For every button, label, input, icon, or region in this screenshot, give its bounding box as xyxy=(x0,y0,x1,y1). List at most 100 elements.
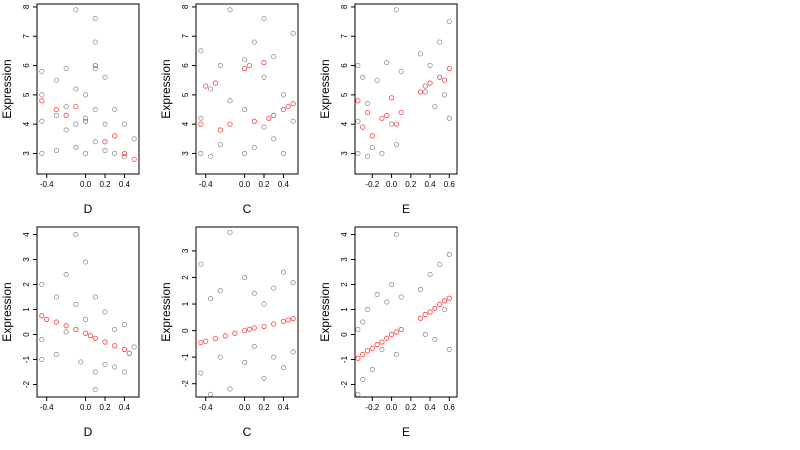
black-data-point xyxy=(83,316,89,322)
y-tick-label: -2 xyxy=(340,380,349,388)
red-data-point xyxy=(437,301,443,308)
y-tick-label: 4 xyxy=(22,232,31,237)
black-data-point xyxy=(121,153,127,159)
black-data-point xyxy=(208,153,214,159)
black-data-point xyxy=(242,359,248,365)
x-tick-label: 0.2 xyxy=(258,180,270,189)
black-data-point xyxy=(242,150,248,156)
black-data-point xyxy=(121,369,127,375)
y-tick-label: -1 xyxy=(340,355,349,363)
y-tick-label: 4 xyxy=(181,121,190,126)
x-tick-label: 0.2 xyxy=(405,403,417,412)
black-data-point xyxy=(63,127,69,133)
y-tick-label: 5 xyxy=(340,92,349,97)
x-tick-label: 0.4 xyxy=(424,403,436,412)
black-data-point xyxy=(280,269,286,275)
red-data-point xyxy=(360,351,366,358)
red-data-point xyxy=(121,150,128,157)
black-data-point xyxy=(242,274,248,280)
x-tick-label: 0.0 xyxy=(80,180,92,189)
scatter-panel-2: -0.4 0.0 0.2 0.4 3 4 5 6 7 8 C Expression xyxy=(159,3,299,216)
x-tick-label: 0.4 xyxy=(278,180,290,189)
scatter-panel-3: -0.2 0.0 0.2 0.4 0.6 3 4 5 6 7 8 E Expression xyxy=(318,3,458,216)
red-data-point xyxy=(446,65,452,72)
y-axis-label: Expression xyxy=(318,59,332,118)
black-data-point xyxy=(112,326,118,332)
red-data-point xyxy=(290,101,296,107)
black-data-point xyxy=(271,136,277,142)
black-data-point xyxy=(92,39,98,45)
black-data-point xyxy=(73,86,79,92)
black-data-point xyxy=(251,39,257,45)
black-data-point xyxy=(290,280,296,286)
y-tick-label: -2 xyxy=(181,380,190,388)
y-tick-label: 0 xyxy=(340,332,349,337)
black-data-point xyxy=(360,74,366,80)
black-data-point xyxy=(63,65,69,71)
x-axis-label: E xyxy=(402,425,410,439)
x-tick-label: -0.4 xyxy=(199,403,213,412)
black-data-point xyxy=(369,366,375,372)
black-data-point xyxy=(112,107,118,113)
x-tick-label: 0.0 xyxy=(80,403,92,412)
black-data-point xyxy=(39,118,45,124)
black-data-point xyxy=(355,63,361,69)
x-tick-label: 0.4 xyxy=(119,180,131,189)
x-tick-label: -0.4 xyxy=(199,180,213,189)
black-data-point xyxy=(389,121,395,127)
red-data-point xyxy=(39,98,45,104)
black-data-point xyxy=(63,104,69,110)
red-data-point xyxy=(203,338,209,344)
y-tick-label: -1 xyxy=(181,353,190,361)
black-data-point xyxy=(271,285,277,291)
black-data-point xyxy=(198,48,204,54)
black-data-point xyxy=(360,376,366,382)
black-data-point xyxy=(417,286,423,292)
red-data-point xyxy=(374,341,380,348)
black-data-point xyxy=(290,118,296,124)
red-data-point xyxy=(198,121,204,127)
black-data-point xyxy=(53,351,59,357)
y-tick-label: 1 xyxy=(340,307,349,312)
x-tick-label: -0.4 xyxy=(40,180,54,189)
black-data-point xyxy=(131,136,137,142)
black-data-point xyxy=(102,309,108,315)
black-data-point xyxy=(355,118,361,124)
black-data-point xyxy=(217,63,223,69)
black-data-point xyxy=(39,150,45,156)
black-data-point xyxy=(432,336,438,342)
red-data-point xyxy=(212,80,219,86)
y-axis-label: Expression xyxy=(318,282,332,341)
black-data-point xyxy=(242,107,248,113)
red-data-point xyxy=(427,80,433,86)
red-data-point xyxy=(393,329,399,335)
red-data-point xyxy=(92,62,98,69)
y-tick-label: 6 xyxy=(181,63,190,68)
red-data-point xyxy=(82,330,89,336)
red-data-point xyxy=(355,355,361,361)
black-data-point xyxy=(198,370,204,376)
scatter-panel-5: -0.4 0.0 0.2 0.4 -2 -1 0 1 2 3 C Expression xyxy=(159,226,299,439)
x-tick-label: -0.4 xyxy=(40,403,54,412)
black-data-point xyxy=(73,145,79,151)
black-data-point xyxy=(355,391,361,397)
red-data-point xyxy=(203,83,209,89)
x-tick-label: 0.0 xyxy=(386,180,398,189)
red-data-point xyxy=(437,74,443,80)
red-data-point xyxy=(388,331,395,338)
black-data-point xyxy=(73,232,79,238)
x-axis-label: D xyxy=(84,202,93,216)
red-data-point xyxy=(261,60,267,66)
x-tick-label: 0.2 xyxy=(258,403,270,412)
red-data-point xyxy=(280,318,287,324)
black-data-point xyxy=(131,344,137,350)
red-data-point xyxy=(112,343,118,349)
black-data-point xyxy=(369,145,375,151)
black-data-point xyxy=(53,294,59,300)
black-data-point xyxy=(393,232,399,238)
plot-frame xyxy=(195,3,299,175)
black-data-point xyxy=(365,101,371,107)
x-axis-label: C xyxy=(243,202,252,216)
y-tick-label: 8 xyxy=(340,4,349,9)
